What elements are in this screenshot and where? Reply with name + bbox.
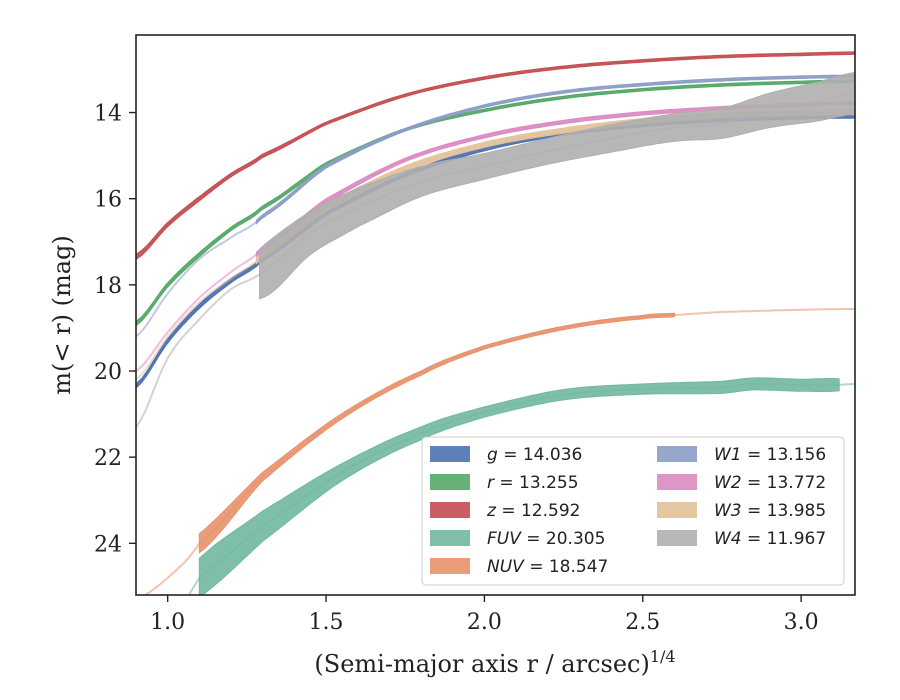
legend-item-r: r = 13.255 xyxy=(430,473,579,493)
legend-label: W4 = 11.967 xyxy=(714,529,826,549)
legend-item-nuv: NUV = 18.547 xyxy=(430,557,608,577)
y-tick-label: 22 xyxy=(94,446,122,471)
legend-item-w4: W4 = 11.967 xyxy=(657,529,826,549)
legend-item-z: z = 12.592 xyxy=(430,501,580,521)
legend-label: FUV = 20.305 xyxy=(487,529,605,549)
series-nuv xyxy=(143,308,855,595)
legend-swatch xyxy=(430,558,470,574)
series-w4 xyxy=(136,71,855,428)
series-w1 xyxy=(136,74,855,338)
legend-label: z = 12.592 xyxy=(486,501,580,521)
legend-swatch xyxy=(430,446,470,462)
y-tick-label: 16 xyxy=(94,188,122,213)
legend-swatch xyxy=(657,502,697,518)
series-layer xyxy=(136,51,855,595)
legend-swatch xyxy=(657,530,697,546)
series-z xyxy=(136,51,855,261)
y-axis: 14 16 18 20 22 24 xyxy=(94,102,136,557)
series-band xyxy=(198,377,840,595)
legend-item-w3: W3 = 13.985 xyxy=(657,501,826,521)
x-axis-label: (Semi-major axis r / arcsec)1/4 xyxy=(314,647,675,678)
legend-label: NUV = 18.547 xyxy=(487,557,608,577)
legend-label: W3 = 13.985 xyxy=(714,501,826,521)
y-tick-label: 24 xyxy=(94,532,122,557)
legend-label: W2 = 13.772 xyxy=(714,473,826,493)
y-tick-label: 14 xyxy=(94,102,122,127)
series-band xyxy=(198,312,675,554)
legend-swatch xyxy=(657,446,697,462)
legend-item-fuv: FUV = 20.305 xyxy=(430,529,605,549)
x-tick-label: 2.5 xyxy=(625,610,660,635)
series-band xyxy=(136,51,855,261)
series-w3 xyxy=(136,108,855,381)
legend-label: W1 = 13.156 xyxy=(714,445,826,465)
legend-swatch xyxy=(430,474,470,490)
legend-item-w2: W2 = 13.772 xyxy=(657,473,826,493)
plot-frame xyxy=(135,34,856,596)
legend-label: g = 14.036 xyxy=(487,445,582,465)
series-band xyxy=(255,74,855,225)
y-tick-label: 18 xyxy=(94,274,122,299)
series-fuv xyxy=(187,377,855,595)
legend-swatch xyxy=(430,502,470,518)
legend-label: r = 13.255 xyxy=(487,473,579,493)
y-axis-label: m(< r) (mag) xyxy=(48,235,76,394)
legend: g = 14.036 r = 13.255 z = 12.592 FUV = 20.3… xyxy=(421,436,845,586)
x-tick-label: 3.0 xyxy=(784,610,819,635)
series-band xyxy=(259,71,855,300)
legend-item-w1: W1 = 13.156 xyxy=(657,445,826,465)
y-tick-label: 20 xyxy=(94,360,122,385)
x-axis-label-exponent: 1/4 xyxy=(650,647,676,666)
series-band xyxy=(255,108,855,265)
x-axis: 1.0 1.5 2.0 2.5 3.0 xyxy=(150,595,819,635)
x-tick-label: 1.5 xyxy=(309,610,344,635)
series-band xyxy=(255,100,855,258)
x-tick-label: 1.0 xyxy=(150,610,185,635)
legend-swatch xyxy=(657,474,697,490)
legend-box xyxy=(421,436,845,586)
legend-item-g: g = 14.036 xyxy=(430,445,582,465)
x-tick-label: 2.0 xyxy=(467,610,502,635)
legend-swatch xyxy=(430,530,470,546)
